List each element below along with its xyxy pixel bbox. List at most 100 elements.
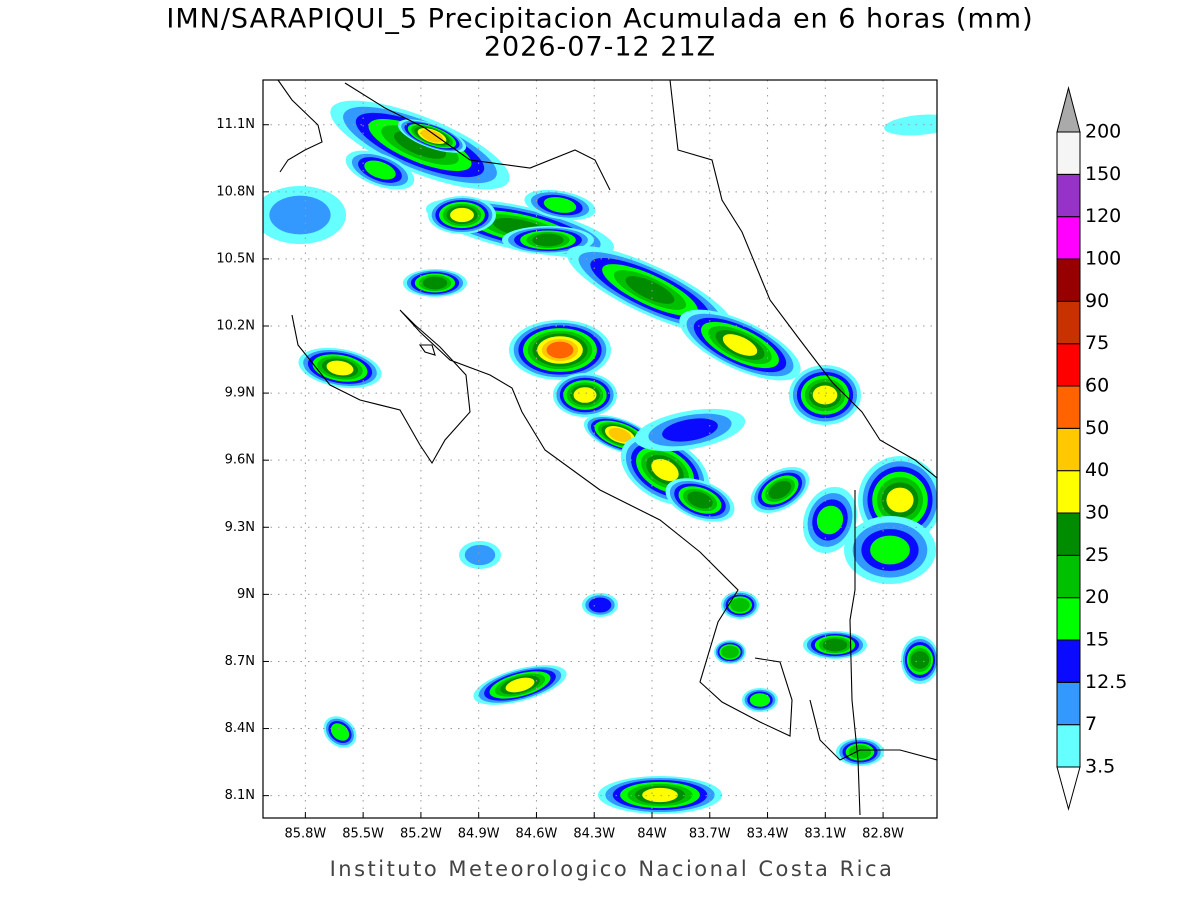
- grid: [263, 80, 937, 818]
- subtitle: 2026-07-12 21Z: [484, 32, 716, 63]
- rain-area: [330, 723, 350, 741]
- colorbar-label: 20: [1085, 586, 1109, 608]
- rain-area: [730, 598, 750, 612]
- y-tick-label: 8.1N: [225, 788, 255, 803]
- x-tick-label: 84W: [637, 827, 667, 842]
- colorbar-box: [1056, 681, 1081, 726]
- axis-labels: 85.8W 85.5W 85.2W 84.9W 84.6W 84.3W 84W 83.7W 83…: [216, 117, 904, 841]
- colorbar-label: 15: [1085, 629, 1109, 651]
- colorbar: 3.5 7 12.5 15 20 25 30 40 50 60 75 90 100 120 150 200: [1056, 86, 1127, 811]
- rain-area: [870, 535, 910, 565]
- colorbar-box: [1056, 131, 1081, 175]
- x-tick-label: 85.8W: [284, 827, 326, 842]
- y-tick-label: 9N: [237, 587, 255, 602]
- coastline: [849, 490, 861, 816]
- colorbar-label: 25: [1085, 544, 1109, 566]
- rain-area: [326, 360, 354, 376]
- y-tick-label: 10.5N: [216, 251, 255, 266]
- rain-area: [721, 645, 739, 659]
- rain-area: [543, 197, 577, 213]
- y-tick-label: 8.4N: [225, 721, 255, 736]
- x-tick-label: 83.4W: [747, 827, 789, 842]
- colorbar-label: 90: [1085, 290, 1109, 312]
- colorbar-box: [1056, 173, 1081, 218]
- coastline: [344, 80, 937, 479]
- precipitation-field: [263, 100, 937, 814]
- colorbar-label: 60: [1085, 375, 1109, 397]
- colorbar-label: 200: [1085, 121, 1121, 143]
- rain-area: [450, 207, 474, 223]
- rain-area: [884, 114, 937, 136]
- y-tick-label: 10.2N: [216, 319, 255, 334]
- rain-area: [722, 334, 758, 356]
- colorbar-label: 12.5: [1085, 671, 1127, 693]
- x-tick-label: 84.6W: [516, 827, 558, 842]
- colorbar-label: 150: [1085, 163, 1121, 185]
- x-tick-label: 82.8W: [862, 827, 904, 842]
- colorbar-box: [1056, 724, 1081, 768]
- title: IMN/SARAPIQUI_5 Precipitacion Acumulada …: [166, 4, 1033, 35]
- map-frame: [262, 79, 938, 819]
- coastline: [809, 699, 937, 761]
- credit: Instituto Meteorologico Nacional Costa R…: [330, 857, 895, 881]
- colorbar-label: 100: [1085, 248, 1121, 270]
- rain-area: [532, 233, 564, 247]
- colorbar-box: [1056, 385, 1081, 429]
- y-tick-label: 9.3N: [225, 520, 255, 535]
- colorbar-label: 30: [1085, 502, 1109, 524]
- rain-area: [886, 487, 914, 513]
- rain-area: [420, 129, 444, 143]
- rain-area: [269, 195, 331, 235]
- rain-area: [588, 597, 612, 613]
- rain-area: [608, 427, 632, 443]
- y-tick-label: 11.1N: [216, 117, 255, 132]
- rain-area: [910, 651, 930, 669]
- y-tick-label: 9.6N: [225, 453, 255, 468]
- rain-area: [464, 544, 496, 566]
- x-tick-label: 83.1W: [804, 827, 846, 842]
- x-tick-label: 85.2W: [400, 827, 442, 842]
- colorbar-box: [1056, 512, 1081, 556]
- colorbar-below: [1056, 766, 1081, 811]
- x-tick-label: 84.9W: [458, 827, 500, 842]
- coastline: [291, 309, 793, 737]
- colorbar-label: 3.5: [1085, 756, 1115, 778]
- rain-area: [642, 787, 678, 803]
- colorbar-label: 50: [1085, 417, 1109, 439]
- y-tick-label: 10.8N: [216, 184, 255, 199]
- y-tick-label: 9.9N: [225, 386, 255, 401]
- y-tick-label: 8.7N: [225, 654, 255, 669]
- colorbar-box: [1056, 300, 1081, 345]
- rain-area: [768, 480, 792, 500]
- rain-area: [505, 677, 535, 693]
- colorbar-box: [1056, 343, 1081, 387]
- colorbar-label: 40: [1085, 459, 1109, 481]
- colorbar-box: [1056, 639, 1081, 683]
- colorbar-above: [1056, 86, 1081, 133]
- x-tick-label: 85.5W: [342, 827, 384, 842]
- rain-area: [822, 638, 848, 652]
- colorbar-box: [1056, 427, 1081, 472]
- rain-area: [662, 418, 718, 442]
- colorbar-label: 7: [1085, 713, 1097, 735]
- rain-area: [422, 276, 448, 290]
- coastlines: [277, 80, 937, 816]
- x-tick-label: 83.7W: [689, 827, 731, 842]
- colorbar-box: [1056, 216, 1081, 260]
- colorbar-box: [1056, 554, 1081, 599]
- rain-area: [364, 160, 396, 180]
- x-tick-label: 84.3W: [573, 827, 615, 842]
- rain-area: [651, 458, 679, 482]
- rain-area: [625, 276, 675, 304]
- colorbar-label: 120: [1085, 205, 1121, 227]
- rain-area: [546, 341, 574, 359]
- rain-area: [573, 387, 597, 403]
- rain-area: [687, 491, 713, 509]
- colorbar-box: [1056, 258, 1081, 302]
- rain-area: [749, 693, 771, 707]
- coastline: [277, 80, 323, 173]
- colorbar-label: 75: [1085, 332, 1109, 354]
- rain-area: [816, 505, 844, 535]
- rain-area: [393, 131, 447, 159]
